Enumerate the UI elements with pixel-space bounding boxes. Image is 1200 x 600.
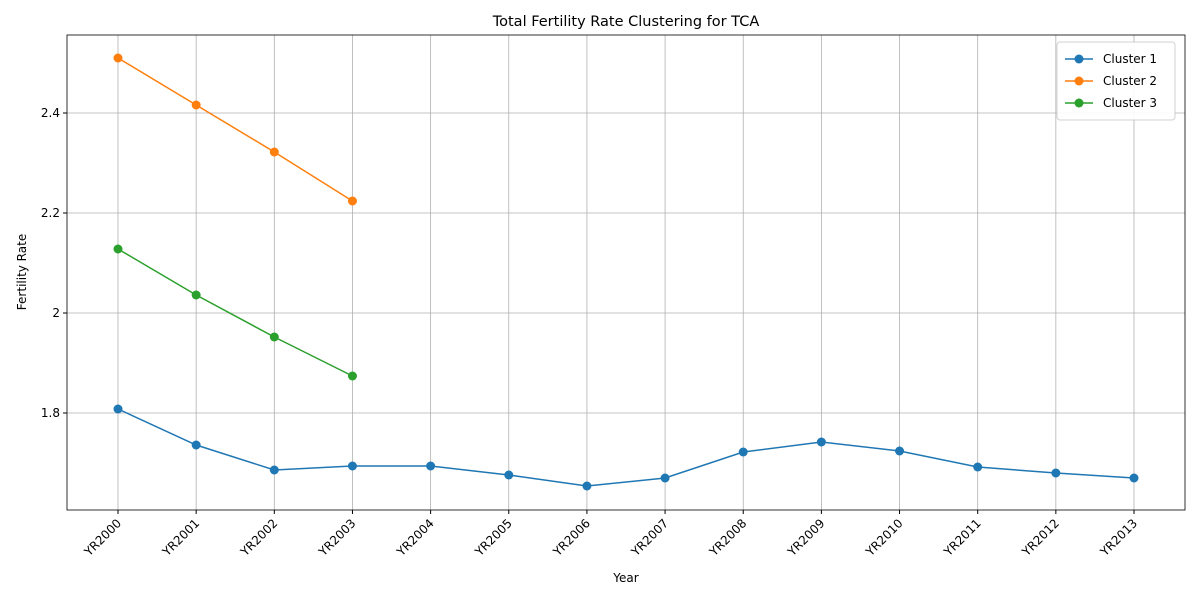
point <box>347 461 357 471</box>
y-axis-label: Fertility Rate <box>15 234 29 310</box>
point <box>191 100 201 110</box>
point <box>113 404 123 414</box>
point <box>973 462 983 472</box>
y-tick-label: 2.2 <box>41 206 60 220</box>
legend-marker <box>1074 98 1084 108</box>
x-tick-label: YR2008 <box>706 516 749 559</box>
legend-box <box>1056 41 1176 121</box>
plot-frame <box>66 34 1186 511</box>
x-tick-label: YR2005 <box>472 516 515 559</box>
point <box>895 446 905 456</box>
series-line <box>117 248 353 377</box>
point <box>269 147 279 157</box>
x-tick-label: YR2006 <box>550 516 593 559</box>
point <box>347 371 357 381</box>
point <box>1051 468 1061 478</box>
series-line <box>117 57 353 202</box>
point <box>347 196 357 206</box>
x-tick-label: YR2000 <box>81 516 124 559</box>
legend-label: Cluster 1 <box>1103 52 1157 66</box>
y-tick-label: 2.4 <box>41 106 60 120</box>
x-axis-label: Year <box>612 571 638 585</box>
legend-label: Cluster 3 <box>1103 96 1157 110</box>
x-tick-label: YR2002 <box>237 516 280 559</box>
series-line <box>117 408 1135 487</box>
point <box>738 447 748 457</box>
x-tick-label: YR2013 <box>1097 516 1140 559</box>
point <box>816 437 826 447</box>
point <box>113 53 123 63</box>
point <box>1129 473 1139 483</box>
legend-marker <box>1074 54 1084 64</box>
point <box>660 473 670 483</box>
point <box>113 244 123 254</box>
point <box>191 290 201 300</box>
x-tick-label: YR2010 <box>862 516 905 559</box>
y-tick-label: 2 <box>52 306 60 320</box>
x-tick-label: YR2007 <box>628 516 671 559</box>
point <box>269 332 279 342</box>
legend-marker <box>1074 76 1084 86</box>
point <box>426 461 436 471</box>
point <box>504 470 514 480</box>
point <box>582 481 592 491</box>
x-tick-label: YR2011 <box>941 516 984 559</box>
y-tick-label: 1.8 <box>41 406 60 420</box>
chart-title: Total Fertility Rate Clustering for TCA <box>492 14 760 30</box>
x-tick-label: YR2004 <box>393 516 436 559</box>
x-tick-label: YR2001 <box>159 516 202 559</box>
point <box>191 440 201 450</box>
x-tick-label: YR2009 <box>784 516 827 559</box>
x-tick-label: YR2003 <box>315 516 358 559</box>
x-tick-label: YR2012 <box>1019 516 1062 559</box>
legend-label: Cluster 2 <box>1103 74 1157 88</box>
point <box>269 465 279 475</box>
